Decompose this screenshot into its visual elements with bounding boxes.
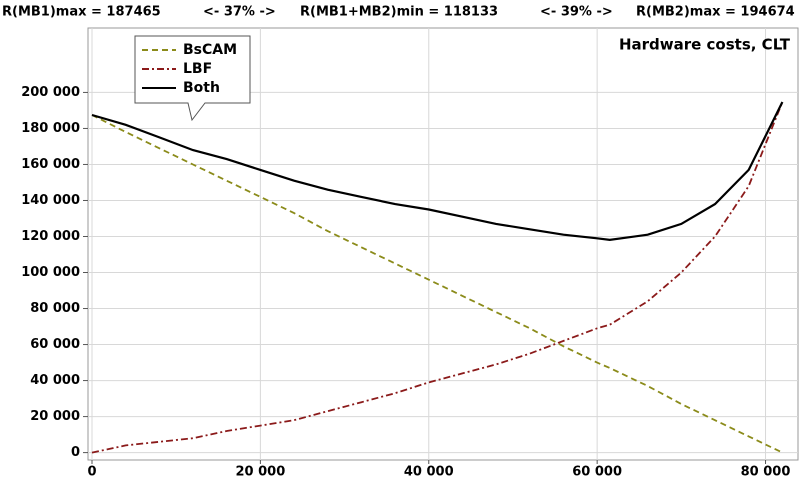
- header-stat: R(MB1+MB2)min = 118133: [300, 5, 498, 20]
- series-line: [91, 101, 784, 242]
- header-stat: <- 39% ->: [540, 5, 613, 20]
- y-tick-label: 140 000: [21, 193, 80, 208]
- legend: BsCAM LBF Both: [142, 42, 237, 96]
- y-tick-label: 40 000: [30, 373, 80, 388]
- chart-title: Hardware costs, CLT: [619, 36, 791, 54]
- grid: 0 20 000 40 000 60 000 80 000 100 000 120 000 1…: [21, 28, 798, 480]
- legend-box: [134, 35, 251, 122]
- header-stat: R(MB1)max = 187465: [2, 5, 161, 20]
- lines: [91, 101, 784, 454]
- legend-label: LBF: [183, 61, 212, 77]
- y-tick-label: 160 000: [21, 157, 80, 172]
- legend-label: BsCAM: [183, 42, 237, 58]
- x-tick-label: 60 000: [572, 465, 622, 480]
- y-tick-label: 200 000: [21, 85, 80, 100]
- y-tick-label: 0: [71, 445, 80, 460]
- x-tick-label: 80 000: [741, 465, 791, 480]
- header-stat: R(MB2)max = 194674: [636, 5, 795, 20]
- x-tick-label: 0: [87, 465, 96, 480]
- legend-label: Both: [183, 80, 220, 96]
- series-line: [91, 114, 783, 454]
- y-tick-label: 100 000: [21, 265, 80, 280]
- y-tick-label: 180 000: [21, 121, 80, 136]
- x-tick-label: 20 000: [236, 465, 286, 480]
- x-tick-label: 40 000: [404, 465, 454, 480]
- header-stat: <- 37% ->: [203, 5, 276, 20]
- y-tick-label: 60 000: [30, 337, 80, 352]
- y-tick-label: 20 000: [30, 409, 80, 424]
- series-line: [91, 101, 784, 454]
- y-tick-label: 80 000: [30, 301, 80, 316]
- y-tick-label: 120 000: [21, 229, 80, 244]
